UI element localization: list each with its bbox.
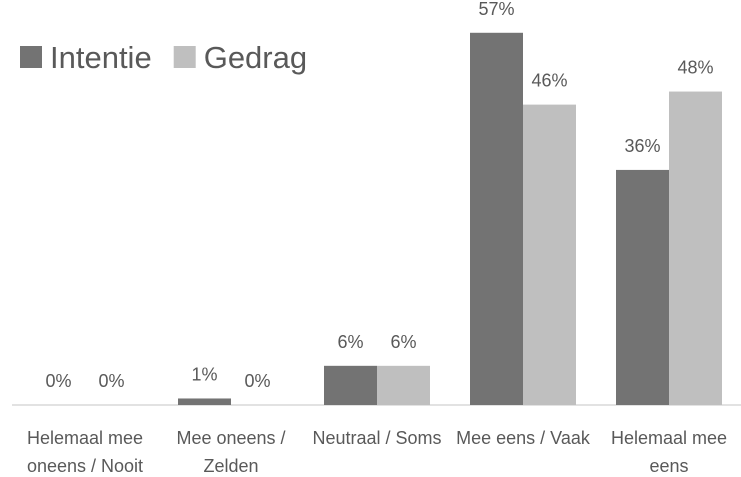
- legend-label: Gedrag: [204, 40, 307, 75]
- legend-swatch: [173, 46, 196, 68]
- x-tick-label: Neutraal / Soms: [312, 428, 442, 448]
- bar: [377, 365, 430, 405]
- x-tick-label: Helemaal mee eens: [610, 428, 728, 476]
- x-tick-label: Mee eens / Vaak: [456, 428, 590, 448]
- value-label: 36%: [624, 136, 660, 156]
- value-label: 0%: [45, 371, 71, 391]
- value-label: 1%: [191, 364, 217, 384]
- bar: [178, 398, 231, 405]
- bar: [616, 169, 669, 405]
- value-label: 46%: [531, 71, 567, 91]
- legend-label: Intentie: [50, 40, 152, 75]
- value-label: 6%: [337, 332, 363, 352]
- value-label: 0%: [244, 371, 270, 391]
- bar: [324, 365, 377, 405]
- bar: [470, 32, 523, 405]
- value-label: 0%: [98, 371, 124, 391]
- x-tick-label: Mee oneens / Zelden: [176, 428, 286, 476]
- value-label: 6%: [390, 332, 416, 352]
- bar: [523, 104, 576, 406]
- value-label: 57%: [478, 0, 514, 19]
- x-tick-label: Helemaal mee oneens / Nooit: [26, 428, 144, 476]
- legend-swatch: [20, 46, 42, 68]
- value-label: 48%: [677, 58, 713, 78]
- bar: [669, 91, 722, 405]
